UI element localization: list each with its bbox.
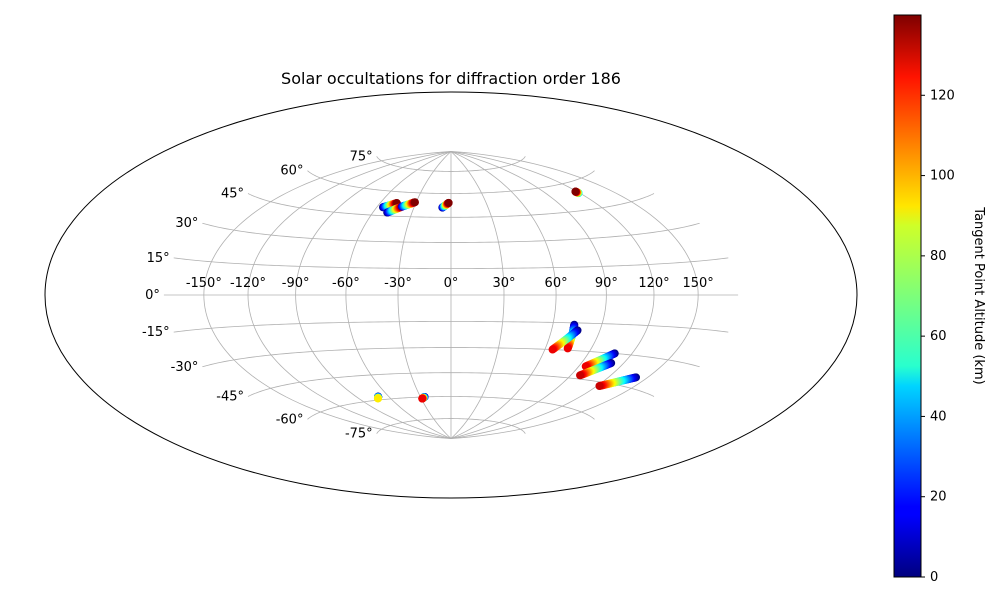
longitude-tick-label: -90°	[282, 276, 310, 291]
parallel-line	[307, 170, 595, 194]
track-point	[548, 345, 557, 354]
latitude-tick-label: 45°	[221, 187, 244, 202]
longitude-tick-label: 150°	[682, 276, 713, 291]
track-point	[444, 198, 453, 207]
longitude-tick-label: 0°	[444, 276, 459, 291]
latitude-tick-label: -75°	[345, 427, 373, 442]
colorbar-tick-label: 0	[930, 570, 938, 585]
latitude-tick-label: -15°	[142, 325, 170, 340]
longitude-tick-labels: -150° -120° -90° -60° -30° 0° 30° 60° 90° 120° 150…	[186, 276, 714, 291]
latitude-tick-label: -45°	[216, 390, 244, 405]
colorbar-label: Tangent Point Altitude (km)	[971, 206, 986, 384]
latitude-tick-label: -60°	[276, 412, 304, 427]
colorbar-ticks: 0 20 40 60 80 100 120	[921, 88, 955, 585]
colorbar-tick-label: 80	[930, 249, 947, 264]
parallel-line	[376, 156, 526, 172]
parallel-line	[202, 347, 700, 368]
colorbar-tick-label: 40	[930, 409, 947, 424]
map-grid	[163, 151, 739, 439]
occultation-track	[581, 349, 619, 371]
occultation-track	[418, 392, 429, 403]
longitude-tick-label: 30°	[492, 276, 515, 291]
colorbar-tick-label: 60	[930, 329, 947, 344]
occultation-tracks	[373, 187, 640, 403]
colorbar	[893, 14, 922, 578]
track-point	[373, 394, 382, 403]
parallel-line	[307, 396, 595, 420]
parallel-line	[202, 222, 700, 243]
latitude-tick-label: 15°	[147, 251, 170, 266]
latitude-tick-label: -30°	[171, 360, 199, 375]
latitude-tick-label: 60°	[280, 164, 303, 179]
occultation-track	[595, 373, 640, 391]
occultation-track	[571, 187, 583, 198]
colorbar-tick-label: 20	[930, 490, 947, 505]
track-point	[418, 394, 427, 403]
parallel-line	[173, 257, 729, 269]
parallel-line	[173, 321, 729, 333]
longitude-tick-label: 90°	[595, 276, 618, 291]
track-point	[576, 371, 585, 380]
longitude-tick-label: -120°	[230, 276, 266, 291]
occultation-track	[373, 392, 383, 403]
track-point	[563, 344, 572, 353]
chart-title: Solar occultations for diffraction order…	[281, 69, 621, 88]
track-point	[595, 382, 604, 391]
latitude-tick-label: 30°	[175, 216, 198, 231]
latitude-tick-labels: -75° -60° -45° -30° -15° 0° 15° 30° 45° 60° 75°	[142, 149, 373, 441]
longitude-tick-label: -30°	[384, 276, 412, 291]
latitude-tick-label: 75°	[350, 149, 373, 164]
longitude-tick-label: -60°	[332, 276, 360, 291]
longitude-tick-label: -150°	[186, 276, 222, 291]
track-point	[571, 187, 580, 196]
longitude-tick-label: 60°	[545, 276, 568, 291]
parallel-line	[247, 193, 655, 218]
map-outline	[44, 91, 858, 499]
latitude-tick-label: 0°	[145, 288, 160, 303]
parallel-line	[376, 418, 526, 434]
track-point	[410, 198, 419, 207]
longitude-tick-label: 120°	[638, 276, 669, 291]
occultation-track	[438, 198, 453, 212]
colorbar-tick-label: 100	[930, 169, 955, 184]
colorbar-tick-label: 120	[930, 88, 955, 103]
occultation-track	[548, 326, 582, 354]
occultation-track	[398, 198, 419, 211]
occultation-track	[576, 359, 616, 380]
